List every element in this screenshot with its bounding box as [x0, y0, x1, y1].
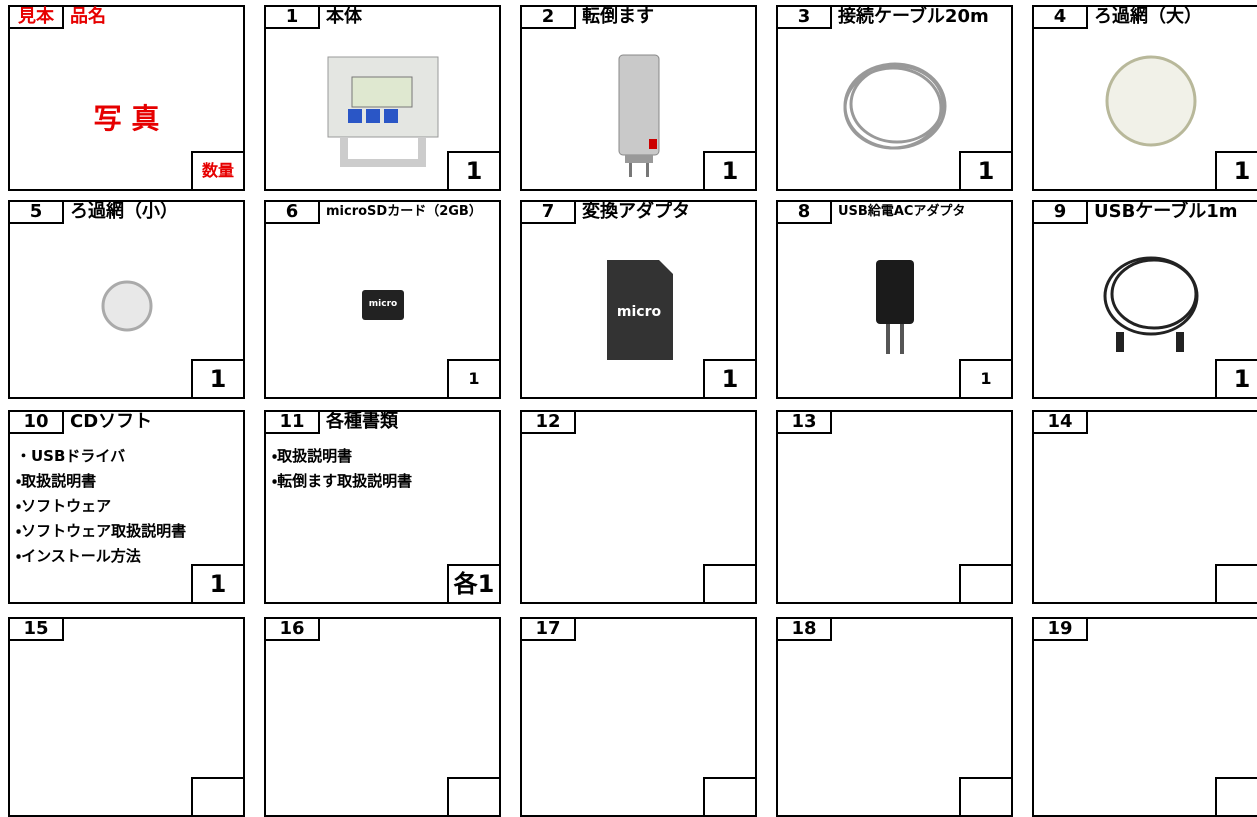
item-number: 11	[266, 412, 320, 434]
item-name: USBケーブル1m	[1094, 201, 1238, 222]
sample-photo: 写 真	[93, 102, 160, 135]
item-card: 14	[1032, 410, 1257, 604]
content-line: ・転倒ます取扱説明書	[272, 472, 413, 490]
item-number: 13	[778, 412, 832, 434]
item-card: 16	[264, 617, 501, 817]
item-quantity: 1	[191, 564, 243, 602]
empty-quantity-box	[703, 564, 755, 602]
item-quantity: 各1	[447, 564, 499, 602]
sample-label: 見本	[10, 7, 64, 29]
item-number: 18	[778, 619, 832, 641]
empty-quantity-box	[1215, 564, 1257, 602]
item-quantity: 1	[703, 359, 755, 397]
sample-name: 品名	[70, 6, 106, 27]
item-photo: micro	[358, 246, 408, 330]
item-number: 15	[10, 619, 64, 641]
item-photo	[318, 51, 448, 175]
item-name: 本体	[326, 6, 362, 27]
item-quantity: 1	[1215, 359, 1257, 397]
item-card: 10 CDソフト・USBドライバ ・取扱説明書 ・ソフトウェア・ソフトウェア取扱説明書…	[8, 410, 245, 604]
content-line: ・取扱説明書	[272, 447, 353, 465]
item-card: 8 USB給電ACアダプタ 1	[776, 200, 1013, 399]
content-line: ・ソフトウェア取扱説明書	[16, 522, 187, 540]
item-number: 19	[1034, 619, 1088, 641]
item-card: 7 変換アダプタ micro 1	[520, 200, 757, 399]
item-name: USB給電ACアダプタ	[838, 204, 966, 219]
item-number: 3	[778, 7, 832, 29]
empty-quantity-box	[959, 564, 1011, 602]
item-number: 12	[522, 412, 576, 434]
empty-quantity-box	[447, 777, 499, 815]
item-card: 3 接続ケーブル20m 1	[776, 5, 1013, 191]
item-card: 15	[8, 617, 245, 817]
item-name: ろ過網（小）	[70, 201, 178, 222]
item-quantity: 1	[447, 359, 499, 397]
item-number: 5	[10, 202, 64, 224]
item-card: 4 ろ過網（大） 1	[1032, 5, 1257, 191]
item-quantity: 1	[191, 359, 243, 397]
item-quantity: 1	[959, 151, 1011, 189]
empty-quantity-box	[959, 777, 1011, 815]
empty-quantity-box	[191, 777, 243, 815]
empty-quantity-box	[1215, 777, 1257, 815]
item-photo	[609, 51, 669, 185]
item-photo: micro	[599, 246, 679, 370]
item-photo	[1101, 51, 1201, 155]
item-photo	[1096, 246, 1206, 370]
content-line: ・インストール方法	[16, 547, 141, 565]
item-card: 17	[520, 617, 757, 817]
item-number: 16	[266, 619, 320, 641]
item-quantity: 1	[1215, 151, 1257, 189]
sample-card: 見本 品名 写 真 数量	[8, 5, 245, 191]
item-card: 6 microSDカード（2GB） micro 1	[264, 200, 501, 399]
item-card: 13	[776, 410, 1013, 604]
item-number: 2	[522, 7, 576, 29]
item-number: 6	[266, 202, 320, 224]
item-number: 4	[1034, 7, 1088, 29]
item-card: 1 本体 1	[264, 5, 501, 191]
item-number: 1	[266, 7, 320, 29]
item-contents: ・取扱説明書・転倒ます取扱説明書	[272, 444, 412, 494]
empty-quantity-box	[703, 777, 755, 815]
item-name: 転倒ます	[582, 6, 654, 27]
item-quantity: 1	[959, 359, 1011, 397]
sample-quantity: 数量	[191, 151, 243, 189]
item-name: 変換アダプタ	[582, 201, 690, 222]
item-number: 10	[10, 412, 64, 434]
item-card: 11 各種書類・取扱説明書・転倒ます取扱説明書各1	[264, 410, 501, 604]
svg-text:micro: micro	[616, 304, 661, 320]
item-name: CDソフト	[70, 411, 153, 432]
item-card: 19	[1032, 617, 1257, 817]
item-photo	[870, 246, 920, 370]
item-card: 2 転倒ます 1	[520, 5, 757, 191]
item-name: 各種書類	[326, 411, 398, 432]
item-number: 7	[522, 202, 576, 224]
svg-text:micro: micro	[368, 299, 396, 309]
item-card: 9 USBケーブル1m 1	[1032, 200, 1257, 399]
item-name: 接続ケーブル20m	[838, 6, 989, 27]
item-photo	[97, 246, 157, 340]
content-line: ・USBドライバ	[16, 447, 126, 465]
item-quantity: 1	[703, 151, 755, 189]
item-name: ろ過網（大）	[1094, 6, 1202, 27]
item-number: 8	[778, 202, 832, 224]
item-number: 17	[522, 619, 576, 641]
item-quantity: 1	[447, 151, 499, 189]
item-number: 14	[1034, 412, 1088, 434]
content-line: ・ソフトウェア	[16, 497, 112, 515]
item-card: 5 ろ過網（小） 1	[8, 200, 245, 399]
item-card: 18	[776, 617, 1013, 817]
item-number: 9	[1034, 202, 1088, 224]
item-name: microSDカード（2GB）	[326, 204, 482, 219]
item-card: 12	[520, 410, 757, 604]
item-photo	[835, 51, 955, 165]
content-line: ・取扱説明書	[16, 472, 97, 490]
item-contents: ・USBドライバ ・取扱説明書 ・ソフトウェア・ソフトウェア取扱説明書 ・インストール…	[16, 444, 186, 569]
